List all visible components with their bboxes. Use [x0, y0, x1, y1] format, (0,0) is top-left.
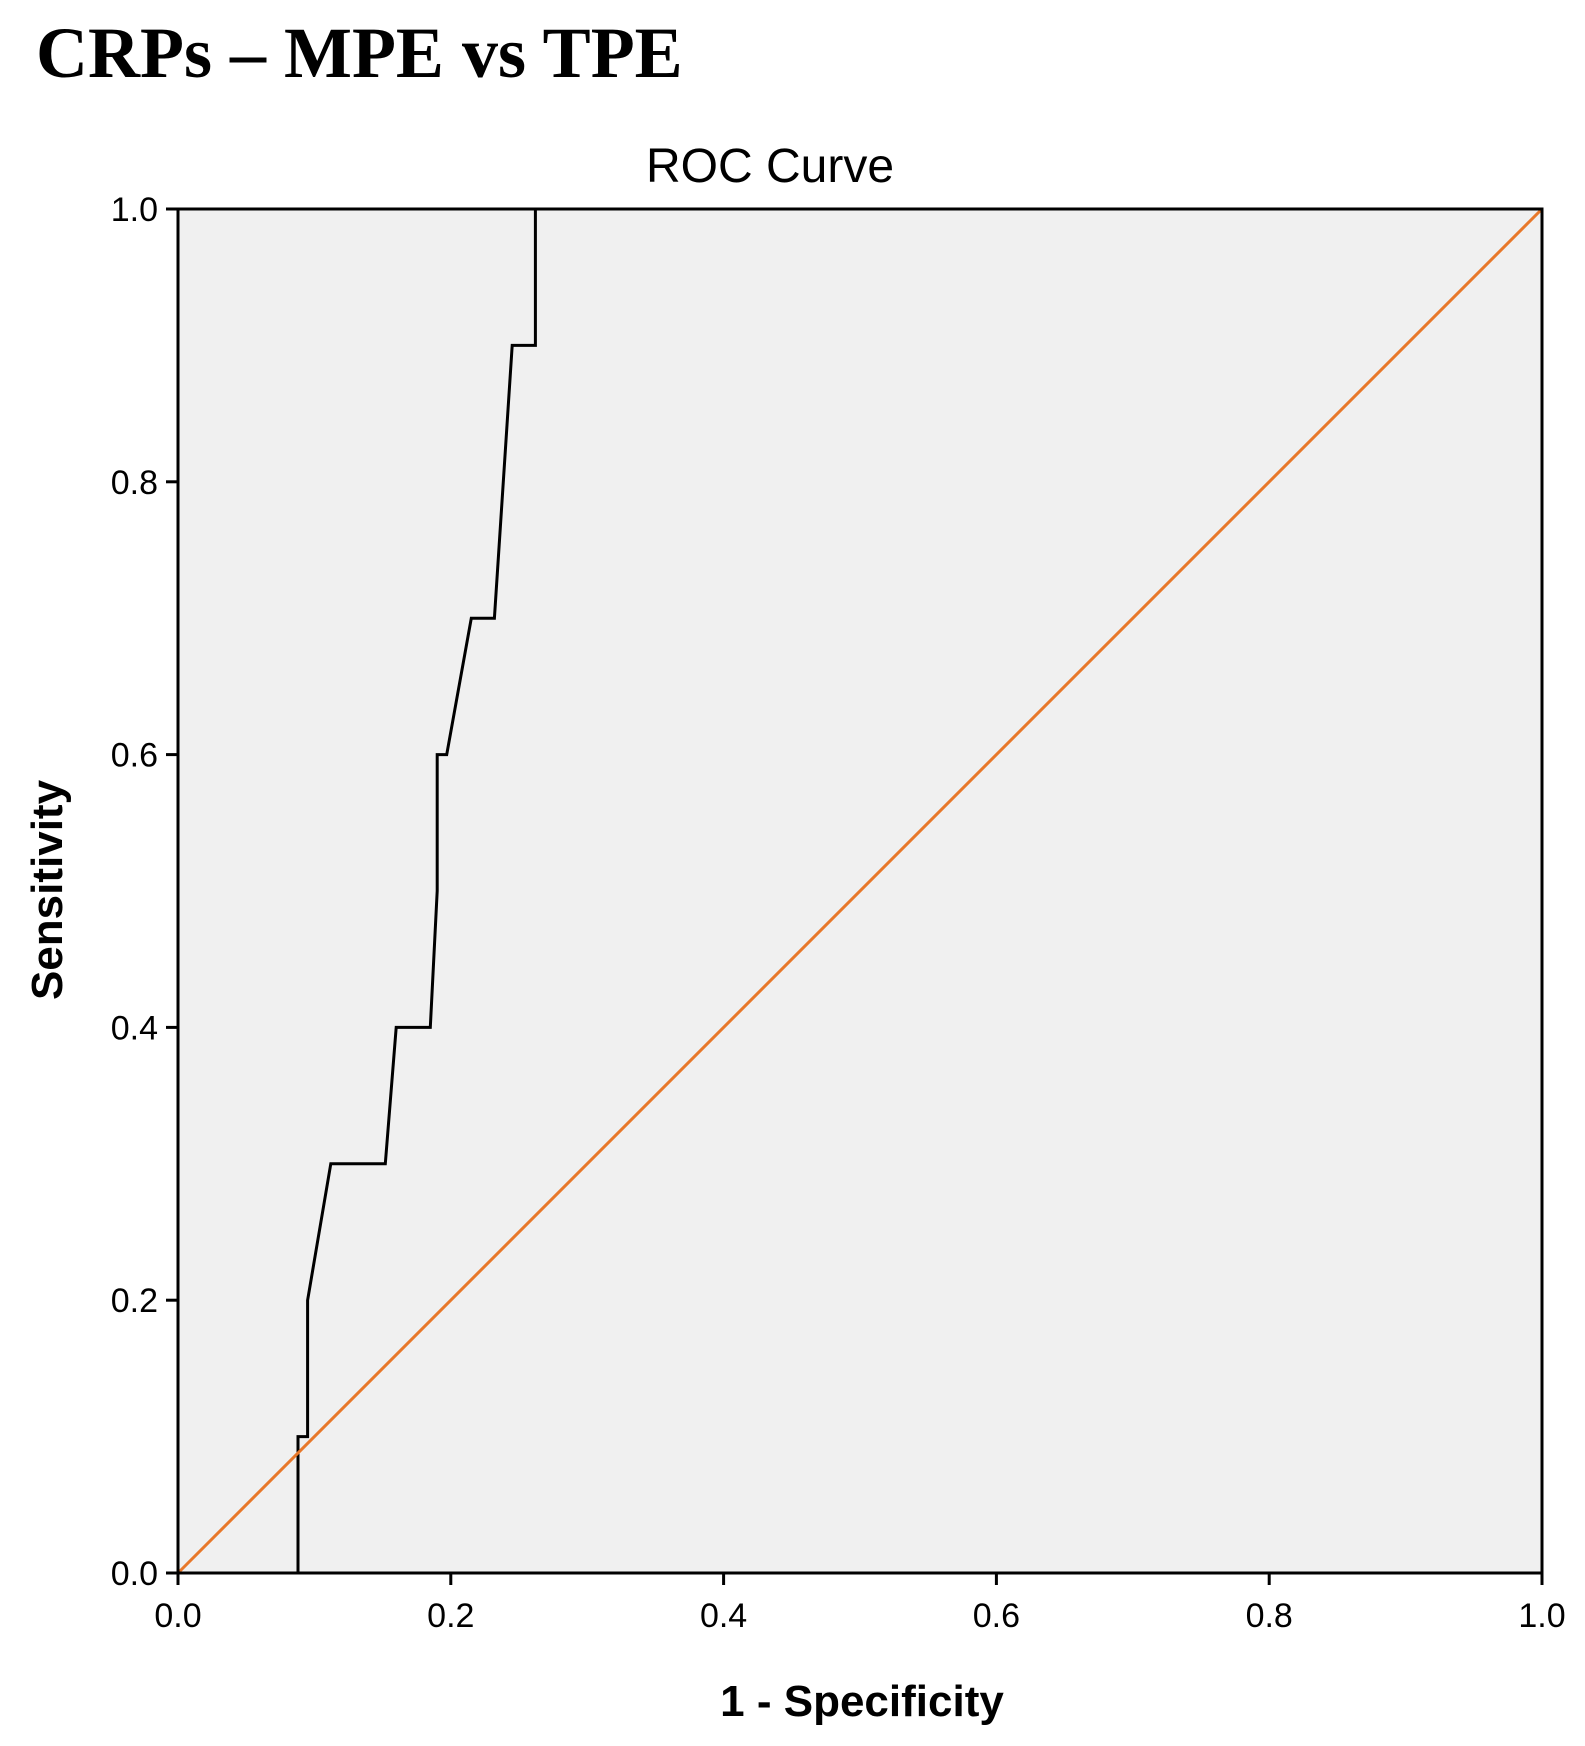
reference-diagonal-line	[176, 207, 1544, 1575]
y-axis-label: Sensitivity	[23, 779, 72, 1000]
y-axis-ticks: 0.0 0.2 0.4 0.6 0.8 1.0	[111, 191, 178, 1593]
plot-border	[176, 207, 1544, 1575]
figure-title: CRPs – MPE vs TPE	[36, 13, 683, 93]
x-tick-label: 0.2	[427, 1597, 474, 1635]
y-tick-label: 0.0	[111, 1555, 158, 1593]
roc-curve-line	[178, 207, 1542, 1575]
x-axis-ticks: 0.0 0.2 0.4 0.6 0.8 1.0	[154, 1573, 1566, 1635]
series-layer	[176, 207, 1544, 1575]
chart-title: ROC Curve	[646, 140, 894, 193]
x-tick-label: 0.8	[1246, 1597, 1293, 1635]
y-tick-label: 0.4	[111, 1009, 158, 1047]
x-tick-label: 0.0	[154, 1597, 201, 1635]
y-tick-label: 1.0	[111, 191, 158, 229]
y-tick-label: 0.2	[111, 1282, 158, 1320]
x-tick-label: 0.6	[973, 1597, 1020, 1635]
x-axis-label: 1 - Specificity	[720, 1677, 1004, 1726]
x-tick-label: 1.0	[1518, 1597, 1565, 1635]
y-tick-label: 0.8	[111, 464, 158, 502]
x-tick-label: 0.4	[700, 1597, 747, 1635]
y-tick-label: 0.6	[111, 737, 158, 775]
